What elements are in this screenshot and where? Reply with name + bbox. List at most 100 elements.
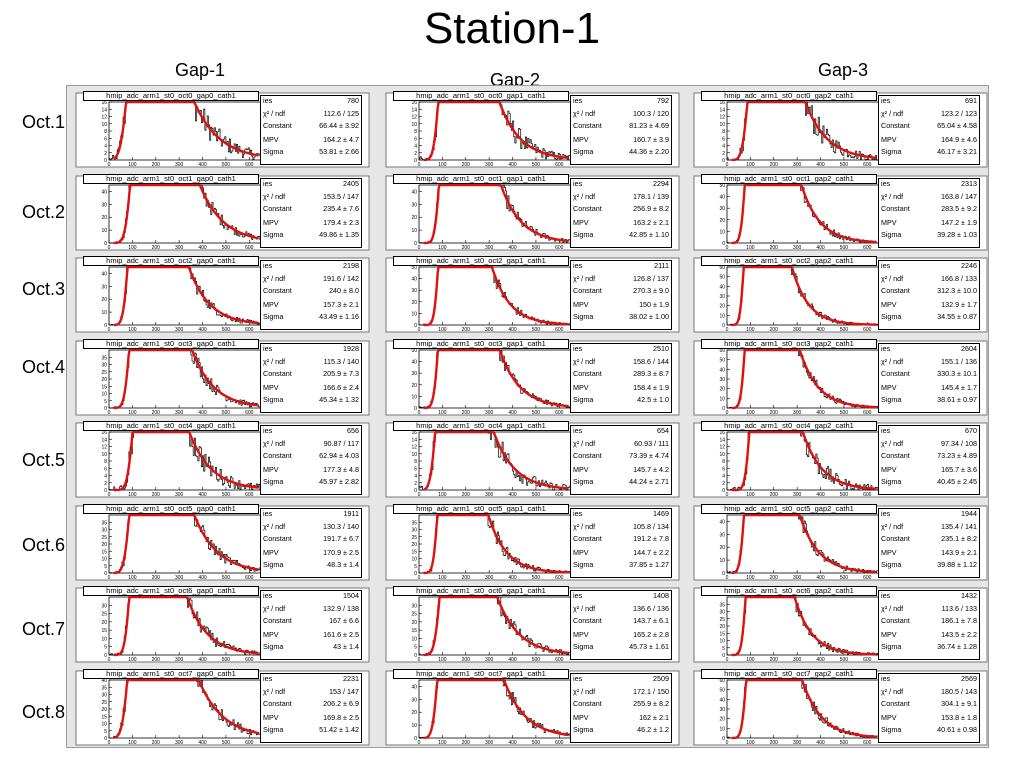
y-tick-label: 50: [411, 265, 417, 271]
y-tick-label: 0: [722, 406, 725, 412]
stat-value: 165.2 ± 2.8: [633, 630, 669, 639]
y-tick-label: 0: [414, 488, 417, 494]
stat-value: 2246: [961, 261, 977, 270]
oct-3-label: Oct.3: [22, 279, 66, 299]
stats-box: ies 691 χ² / ndf 123.2 / 123 Constant 65.04 ±…: [878, 95, 980, 165]
histogram-title: hmip_adc_arm1_st0_oct1_gap2_cath1: [701, 173, 877, 184]
x-tick-label: 200: [152, 492, 161, 498]
y-tick-label: 0: [414, 241, 417, 247]
x-tick-label: 0: [108, 657, 111, 663]
y-tick-label: 2: [104, 151, 107, 157]
stat-key: Sigma: [573, 229, 594, 239]
x-tick-label: 300: [793, 327, 802, 333]
y-tick-label: 8: [414, 459, 417, 465]
y-tick-label: 12: [719, 445, 725, 451]
x-tick-label: 600: [863, 657, 872, 663]
histogram-title: hmip_adc_arm1_st0_oct4_gap2_cath1: [701, 421, 877, 431]
stat-row-sigma: Sigma 45.73 ± 1.61: [573, 642, 669, 651]
stat-value: 147.2 ± 1.9: [941, 217, 977, 227]
stat-key: Constant: [263, 451, 292, 460]
stat-key: Sigma: [573, 724, 594, 734]
fit-curve: [423, 348, 569, 409]
y-tick-label: 10: [411, 311, 417, 317]
x-tick-label: 500: [532, 327, 541, 333]
x-tick-label: 400: [816, 162, 825, 168]
y-tick-label: 0: [722, 488, 725, 494]
y-tick-label: 15: [101, 549, 107, 555]
x-tick-label: 200: [770, 327, 779, 333]
y-tick-label: 10: [101, 636, 107, 642]
stat-value: 177.3 ± 4.8: [323, 465, 359, 474]
stats-box: ies 2198 χ² / ndf 191.6 / 142 Constant 240 ± …: [260, 260, 362, 330]
x-tick-label: 200: [462, 740, 471, 746]
stats-box: ies 1928 χ² / ndf 115.3 / 140 Constant 205.9 …: [260, 342, 362, 413]
stat-value: 73.39 ± 4.74: [629, 451, 669, 460]
histogram-panel: 0 10 20 30 40 50 0 100 200 300 400 500 600 hmip_adc_a…: [385, 256, 680, 333]
x-tick-label: 300: [793, 575, 802, 581]
stat-value: 166.8 / 133: [941, 274, 977, 283]
y-tick-label: 0: [414, 406, 417, 412]
histogram-panel: 0 5 10 15 20 25 30 0 100 200 300 400 500 600 hmip_adc_…: [385, 586, 680, 663]
y-tick-label: 16: [411, 430, 417, 436]
x-tick-label: 600: [245, 410, 254, 416]
histogram-panel: 0 2 4 6 8 10 12 14 16 0 100 200 300 400 500 600 hmip_adc…: [385, 91, 680, 168]
histogram-title: hmip_adc_arm1_st0_oct5_gap1_cath1: [393, 503, 569, 514]
y-tick-label: 5: [104, 563, 107, 569]
stat-row-entries: ies 2405: [263, 179, 359, 188]
stat-key: χ² / ndf: [573, 439, 596, 448]
stat-key: Sigma: [573, 559, 594, 569]
x-tick-label: 500: [222, 492, 231, 498]
stat-row-chi2: χ² / ndf 113.6 / 133: [881, 604, 977, 613]
stat-key: χ² / ndf: [263, 109, 286, 118]
stats-box: ies 2510 χ² / ndf 158.6 / 144 Constant 289.3 …: [570, 342, 672, 413]
x-tick-label: 300: [175, 245, 184, 251]
x-tick-label: 0: [726, 162, 729, 168]
stat-row-constant: Constant 255.9 ± 8.2: [573, 699, 669, 708]
y-tick-label: 6: [414, 136, 417, 142]
y-tick-label: 8: [414, 129, 417, 135]
stat-key: χ² / ndf: [263, 274, 286, 283]
stat-row-entries: ies 691: [881, 96, 977, 105]
stat-row-constant: Constant 73.39 ± 4.74: [573, 451, 669, 460]
stat-value: 780: [347, 96, 359, 105]
x-tick-label: 0: [418, 327, 421, 333]
stat-key: ies: [573, 426, 583, 435]
stat-value: 49.86 ± 1.35: [319, 229, 359, 239]
stat-row-constant: Constant 256.9 ± 8.2: [573, 204, 669, 213]
y-tick-label: 0: [104, 241, 107, 247]
y-tick-label: 5: [104, 398, 107, 404]
stat-row-chi2: χ² / ndf 158.6 / 144: [573, 357, 669, 366]
y-tick-label: 5: [104, 645, 107, 651]
x-tick-label: 100: [438, 657, 447, 663]
stat-row-chi2: χ² / ndf 191.6 / 142: [263, 274, 359, 283]
y-tick-label: 30: [101, 527, 107, 533]
y-tick-label: 10: [719, 452, 725, 458]
stat-key: χ² / ndf: [263, 191, 286, 201]
y-tick-label: 30: [719, 532, 725, 538]
y-tick-label: 30: [719, 294, 725, 300]
x-tick-label: 100: [128, 575, 137, 581]
stat-row-chi2: χ² / ndf 180.5 / 143: [881, 687, 977, 696]
y-tick-label: 10: [101, 122, 107, 128]
y-tick-label: 20: [719, 716, 725, 722]
stat-value: 42.85 ± 1.10: [629, 229, 669, 239]
x-tick-label: 200: [152, 327, 161, 333]
x-tick-label: 500: [840, 162, 849, 168]
stat-key: χ² / ndf: [573, 686, 596, 696]
x-tick-label: 500: [532, 740, 541, 746]
stats-box: ies 2313 χ² / ndf 163.8 / 147 Constant 283.5 …: [878, 177, 980, 248]
stat-value: 44.24 ± 2.71: [629, 477, 669, 486]
x-tick-label: 200: [462, 410, 471, 416]
stat-row-sigma: Sigma 39.88 ± 1.12: [881, 560, 977, 569]
stat-key: ies: [573, 178, 583, 188]
stat-value: 46.2 ± 1.2: [637, 724, 669, 734]
y-tick-label: 30: [719, 206, 725, 212]
y-tick-label: 15: [101, 714, 107, 720]
stat-value: 155.1 / 136: [941, 356, 977, 366]
stat-value: 40.61 ± 0.98: [937, 724, 977, 734]
stats-box: ies 2246 χ² / ndf 166.8 / 133 Constant 312.3 …: [878, 260, 980, 330]
x-tick-label: 200: [770, 162, 779, 168]
y-tick-label: 0: [722, 653, 725, 659]
x-tick-label: 400: [198, 740, 207, 746]
stat-value: 143.5 ± 2.2: [941, 630, 977, 639]
